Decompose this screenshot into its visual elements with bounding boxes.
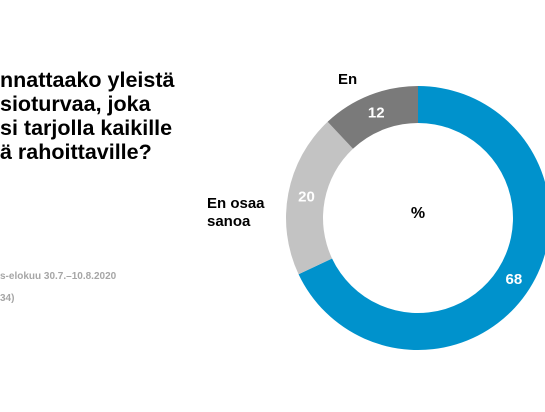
question-line: ä rahoittaville? [0, 140, 152, 164]
question-title: nnattaako yleistä sioturvaa, joka si tar… [0, 68, 174, 164]
slice-value-label: 12 [368, 104, 385, 121]
donut-slice-1 [286, 121, 353, 275]
sample-size: 34) [0, 293, 15, 304]
question-line: nnattaako yleistä [0, 68, 175, 92]
question-line: sioturvaa, joka [0, 92, 151, 116]
slice-category-label: En [338, 71, 357, 88]
slice-value-label: 68 [505, 271, 522, 288]
center-unit-label: % [411, 205, 425, 222]
slice-value-label: 20 [298, 189, 315, 206]
survey-period: s-elokuu 30.7.–10.8.2020 [0, 271, 117, 282]
slice-category-label: En osaa sanoa [207, 195, 265, 230]
donut-slice-2 [327, 86, 418, 149]
question-line: si tarjolla kaikille [0, 116, 173, 140]
